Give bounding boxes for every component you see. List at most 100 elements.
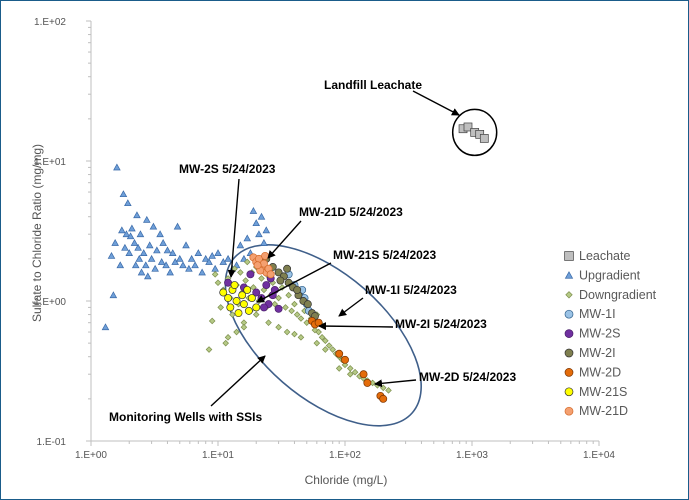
annotation-arrow xyxy=(318,322,394,331)
mw-2d-point xyxy=(379,394,388,403)
downgradient-point xyxy=(224,334,232,341)
x-tick-label: 1.E+01 xyxy=(202,450,234,461)
downgradient-point xyxy=(217,304,224,311)
upgradient-point xyxy=(162,261,170,269)
downgradient-point xyxy=(283,328,291,336)
downgradient-point xyxy=(240,323,248,331)
downgradient-point xyxy=(205,346,213,353)
upgradient-point xyxy=(182,241,190,249)
upgradient-point xyxy=(168,249,177,256)
upgradient-point xyxy=(111,238,119,246)
upgradient-point xyxy=(126,232,135,240)
downgradient-point xyxy=(335,365,343,372)
downgradient-point xyxy=(271,300,279,308)
downgradient-point xyxy=(329,346,336,353)
upgradient-point xyxy=(133,211,141,219)
downgradient-point xyxy=(285,291,292,299)
upgradient-point xyxy=(122,230,131,238)
upgradient-point xyxy=(151,264,159,272)
upgradient-point xyxy=(107,251,116,259)
downgradient-point xyxy=(346,370,354,378)
mw-21s-point xyxy=(232,297,241,305)
x-tick-label: 1.E+00 xyxy=(75,450,107,461)
upgradient-point xyxy=(109,291,118,299)
legend-swatch xyxy=(564,387,574,397)
upgradient-point xyxy=(113,163,121,171)
downgradient-point xyxy=(229,311,236,318)
downgradient-point xyxy=(278,284,286,291)
leachate-point xyxy=(463,122,473,132)
upgradient-point xyxy=(214,249,222,256)
upgradient-point xyxy=(191,261,199,269)
legend-swatch xyxy=(564,271,574,279)
upgradient-point xyxy=(173,222,182,230)
annotations: Landfill Leachate MW-2S 5/24/2023 MW-21D 5… xyxy=(109,78,516,424)
mw-2i-point xyxy=(283,264,292,273)
annotation-arrow xyxy=(338,297,364,317)
mw-21s-point xyxy=(219,288,228,297)
legend-swatch xyxy=(564,368,574,377)
legend-label: MW-2D xyxy=(579,365,621,379)
mw-2s-point xyxy=(259,303,268,312)
legend-swatch xyxy=(565,291,573,299)
upgradient-point xyxy=(118,226,126,234)
legend-swatch xyxy=(564,309,574,319)
legend: Leachate Upgradient Downgradient MW-1I MW-2S… xyxy=(564,249,657,418)
annotation-label: MW-2S 5/24/2023 xyxy=(179,162,276,176)
mw-21d-point xyxy=(261,251,270,260)
y-axis-title: Sulfate to Chloride Ratio (mg/mg) xyxy=(30,144,44,322)
mw-2s-point xyxy=(274,304,283,313)
mw-21s-point xyxy=(224,294,233,302)
legend-swatch xyxy=(564,329,574,338)
upgradient-point xyxy=(121,243,129,251)
mw-21s-point xyxy=(239,300,248,309)
upgradient-point xyxy=(124,199,132,207)
upgradient-point xyxy=(128,224,136,232)
upgradient-point xyxy=(260,238,268,246)
upgradient-point xyxy=(101,323,110,331)
legend-label: MW-1I xyxy=(579,307,616,321)
upgradient-point xyxy=(119,190,128,198)
x-tick-label: 1.E+02 xyxy=(329,450,361,461)
annotation-arrow xyxy=(227,178,240,278)
mw-2d-point xyxy=(314,318,323,327)
y-tick-label: 1.E-01 xyxy=(37,437,67,448)
upgradient-point xyxy=(147,254,156,262)
mw-21s-point xyxy=(238,291,247,300)
mw-2i-point xyxy=(274,268,283,277)
legend-label: Leachate xyxy=(579,249,630,263)
downgradient-point xyxy=(222,339,230,347)
upgradient-point xyxy=(137,268,146,276)
x-tick-label: 1.E+04 xyxy=(583,450,615,461)
annotation-arrow xyxy=(267,220,302,259)
downgradient-point xyxy=(214,279,222,287)
mw-2d-point xyxy=(359,370,368,379)
annotation-label: Monitoring Wells with SSIs xyxy=(109,410,262,424)
upgradient-point xyxy=(243,234,252,242)
legend-label: MW-2S xyxy=(579,327,620,341)
annotation-label: MW-21S 5/24/2023 xyxy=(333,248,436,262)
downgradient-point xyxy=(313,339,321,347)
upgradient-point xyxy=(208,251,216,259)
downgradient-point xyxy=(208,317,216,325)
upgradient-point xyxy=(149,222,158,230)
x-axis-title: Chloride (mg/L) xyxy=(305,473,388,487)
upgradient-point xyxy=(157,258,166,265)
annotation-label: MW-1I 5/24/2023 xyxy=(365,283,457,297)
mw-2d-point xyxy=(363,378,372,387)
downgradient-point xyxy=(282,304,289,311)
annotation-arrow xyxy=(374,379,417,388)
upgradient-point xyxy=(145,241,154,249)
downgradient-point xyxy=(346,365,354,372)
upgradient-point xyxy=(141,261,150,269)
monitoring-wells-ellipse xyxy=(224,244,422,427)
annotation-label: MW-2I 5/24/2023 xyxy=(395,317,487,331)
upgradient-point xyxy=(136,230,145,238)
legend-label: MW-21D xyxy=(579,404,628,418)
upgradient-point xyxy=(166,268,174,276)
mw-2s-point xyxy=(246,270,255,279)
upgradient-point xyxy=(201,254,210,262)
upgradient-point xyxy=(211,264,219,272)
